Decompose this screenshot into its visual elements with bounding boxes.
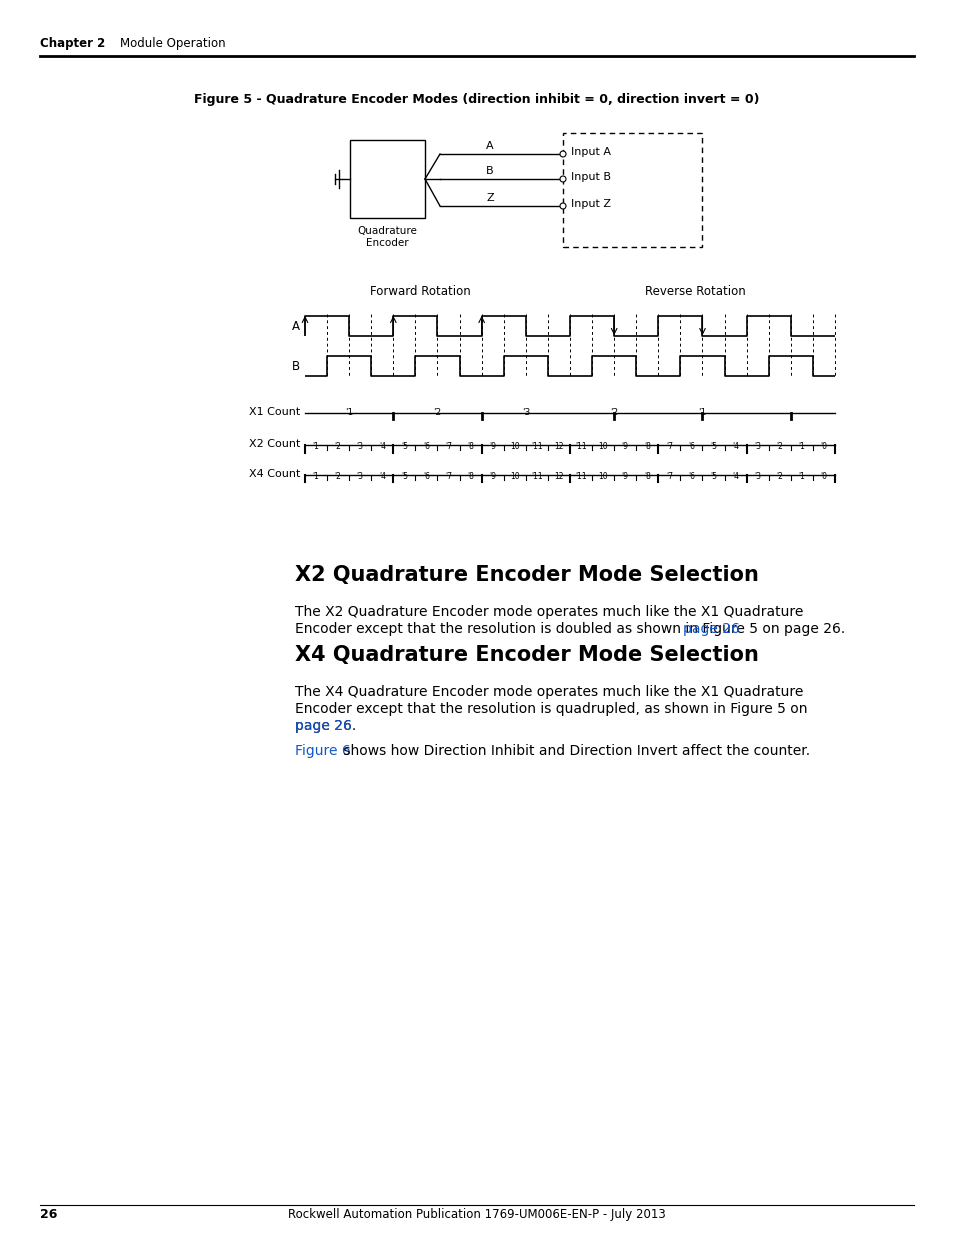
Text: '11: '11 bbox=[575, 472, 586, 480]
Text: '1: '1 bbox=[698, 408, 706, 417]
Text: The X4 Quadrature Encoder mode operates much like the X1 Quadrature: The X4 Quadrature Encoder mode operates … bbox=[294, 685, 802, 699]
Text: X2 Quadrature Encoder Mode Selection: X2 Quadrature Encoder Mode Selection bbox=[294, 564, 758, 585]
Text: '3: '3 bbox=[754, 472, 760, 480]
Text: Forward Rotation: Forward Rotation bbox=[369, 285, 470, 298]
Text: Figure 5 - Quadrature Encoder Modes (direction inhibit = 0, direction invert = 0: Figure 5 - Quadrature Encoder Modes (dir… bbox=[194, 93, 759, 106]
Text: Encoder except that the resolution is quadrupled, as shown in Figure 5 on: Encoder except that the resolution is qu… bbox=[294, 701, 806, 716]
Circle shape bbox=[559, 151, 565, 157]
Text: X4 Count: X4 Count bbox=[249, 469, 299, 479]
Text: '0: '0 bbox=[820, 472, 826, 480]
Text: '6: '6 bbox=[687, 472, 694, 480]
Text: '5: '5 bbox=[709, 472, 717, 480]
Bar bbox=[350, 140, 424, 219]
Text: 12: 12 bbox=[554, 442, 563, 451]
Text: 10: 10 bbox=[598, 442, 607, 451]
Text: X4 Quadrature Encoder Mode Selection: X4 Quadrature Encoder Mode Selection bbox=[294, 645, 758, 664]
Text: 10: 10 bbox=[510, 472, 519, 480]
Text: '11: '11 bbox=[575, 442, 586, 451]
Text: '1: '1 bbox=[313, 442, 319, 451]
Text: 12: 12 bbox=[554, 472, 563, 480]
Text: '8: '8 bbox=[467, 472, 474, 480]
Text: '2: '2 bbox=[776, 472, 782, 480]
Text: '7: '7 bbox=[665, 442, 672, 451]
Text: '3: '3 bbox=[521, 408, 530, 417]
Text: '4: '4 bbox=[378, 442, 385, 451]
Text: Chapter 2: Chapter 2 bbox=[40, 37, 105, 49]
Text: X2 Count: X2 Count bbox=[249, 438, 299, 450]
Text: Input A: Input A bbox=[571, 147, 610, 157]
Text: '4: '4 bbox=[731, 472, 739, 480]
Text: '9: '9 bbox=[489, 442, 496, 451]
Text: '4: '4 bbox=[378, 472, 385, 480]
Text: '8: '8 bbox=[643, 472, 650, 480]
Text: Rockwell Automation Publication 1769-UM006E-EN-P - July 2013: Rockwell Automation Publication 1769-UM0… bbox=[288, 1208, 665, 1221]
Text: B: B bbox=[486, 165, 494, 177]
Text: '1: '1 bbox=[798, 472, 804, 480]
Text: '2: '2 bbox=[776, 442, 782, 451]
Text: '1: '1 bbox=[313, 472, 319, 480]
Text: '3: '3 bbox=[356, 472, 363, 480]
Text: '5: '5 bbox=[400, 442, 408, 451]
Text: Module Operation: Module Operation bbox=[105, 37, 226, 49]
Text: X1 Count: X1 Count bbox=[249, 408, 299, 417]
Text: The X2 Quadrature Encoder mode operates much like the X1 Quadrature: The X2 Quadrature Encoder mode operates … bbox=[294, 605, 802, 619]
Text: page 26: page 26 bbox=[682, 622, 740, 636]
Text: page 26: page 26 bbox=[294, 719, 352, 734]
Bar bbox=[562, 133, 701, 247]
Text: '11: '11 bbox=[531, 442, 542, 451]
Text: '9: '9 bbox=[621, 472, 628, 480]
Text: '7: '7 bbox=[445, 472, 452, 480]
Text: Input B: Input B bbox=[571, 172, 610, 182]
Text: B: B bbox=[292, 359, 299, 373]
Text: shows how Direction Inhibit and Direction Invert affect the counter.: shows how Direction Inhibit and Directio… bbox=[339, 743, 810, 758]
Circle shape bbox=[559, 203, 565, 209]
Text: Z: Z bbox=[486, 193, 494, 203]
Text: 26: 26 bbox=[40, 1208, 57, 1221]
Text: '2: '2 bbox=[335, 442, 341, 451]
Text: '7: '7 bbox=[445, 442, 452, 451]
Text: '11: '11 bbox=[531, 472, 542, 480]
Text: '9: '9 bbox=[621, 442, 628, 451]
Text: '4: '4 bbox=[731, 442, 739, 451]
Text: Input Z: Input Z bbox=[571, 199, 610, 209]
Text: '6: '6 bbox=[422, 472, 430, 480]
Text: '6: '6 bbox=[687, 442, 694, 451]
Text: '3: '3 bbox=[356, 442, 363, 451]
Text: '5: '5 bbox=[400, 472, 408, 480]
Text: Reverse Rotation: Reverse Rotation bbox=[644, 285, 744, 298]
Text: Encoder: Encoder bbox=[366, 238, 409, 248]
Text: '2: '2 bbox=[433, 408, 441, 417]
Circle shape bbox=[559, 177, 565, 182]
Text: page 26.: page 26. bbox=[294, 719, 355, 734]
Text: '0: '0 bbox=[820, 442, 826, 451]
Text: '8: '8 bbox=[467, 442, 474, 451]
Text: 10: 10 bbox=[510, 442, 519, 451]
Text: '3: '3 bbox=[754, 442, 760, 451]
Text: '6: '6 bbox=[422, 442, 430, 451]
Text: '1: '1 bbox=[345, 408, 353, 417]
Text: Quadrature: Quadrature bbox=[357, 226, 417, 236]
Text: 10: 10 bbox=[598, 472, 607, 480]
Text: Figure 6: Figure 6 bbox=[294, 743, 351, 758]
Text: Encoder except that the resolution is doubled as shown in Figure 5 on page 26.: Encoder except that the resolution is do… bbox=[294, 622, 844, 636]
Text: A: A bbox=[292, 320, 299, 332]
Text: '7: '7 bbox=[665, 472, 672, 480]
Text: '8: '8 bbox=[643, 442, 650, 451]
Text: '2: '2 bbox=[335, 472, 341, 480]
Text: '5: '5 bbox=[709, 442, 717, 451]
Text: '2: '2 bbox=[610, 408, 618, 417]
Text: '1: '1 bbox=[798, 442, 804, 451]
Text: A: A bbox=[486, 141, 494, 151]
Text: '9: '9 bbox=[489, 472, 496, 480]
